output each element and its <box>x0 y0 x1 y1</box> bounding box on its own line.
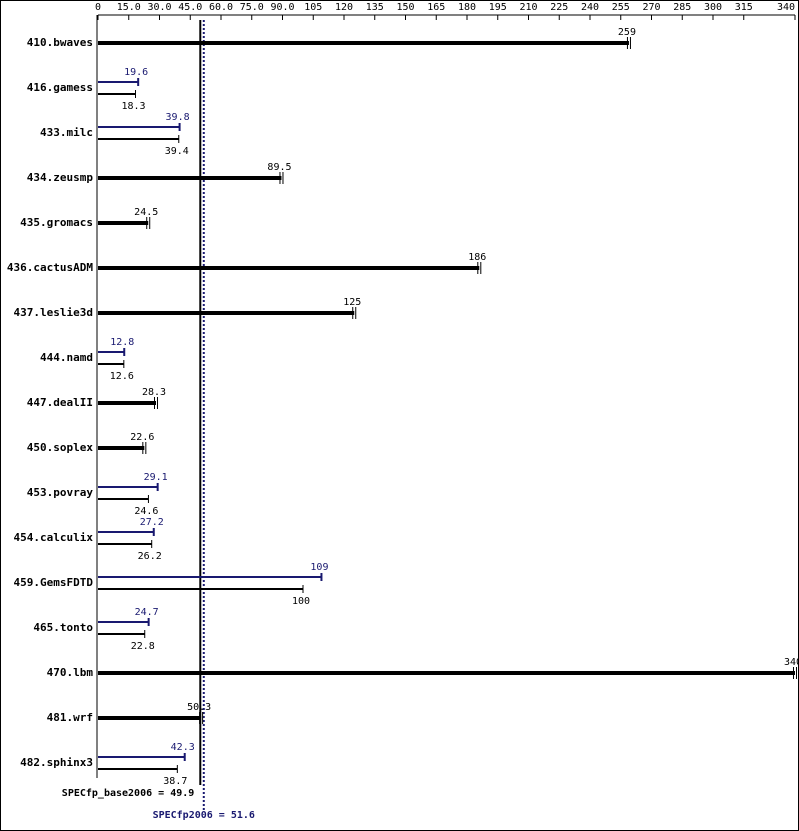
category-label: 444.namd <box>40 351 93 364</box>
x-tick-label: 270 <box>642 2 660 13</box>
category-label: 447.dealII <box>27 396 93 409</box>
x-tick-label: 300 <box>704 2 722 13</box>
value-label: 12.8 <box>110 337 134 348</box>
category-label: 410.bwaves <box>27 36 93 49</box>
value-label: 38.7 <box>163 776 187 787</box>
x-tick-label: 225 <box>550 2 568 13</box>
x-tick-label: 285 <box>673 2 691 13</box>
value-label: 22.6 <box>130 432 154 443</box>
x-tick-label: 45.0 <box>178 2 202 13</box>
x-tick-label: 180 <box>458 2 476 13</box>
x-tick-label: 120 <box>335 2 353 13</box>
x-tick-label: 210 <box>519 2 537 13</box>
x-tick-label: 240 <box>581 2 599 13</box>
value-label: 24.6 <box>134 506 158 517</box>
value-label: 50.3 <box>187 702 211 713</box>
value-label: 28.3 <box>142 387 166 398</box>
value-label: 22.8 <box>131 641 155 652</box>
value-label: 18.3 <box>121 101 145 112</box>
x-tick-label: 15.0 <box>117 2 141 13</box>
reference-label: SPECfp_base2006 = 49.9 <box>62 788 194 799</box>
x-tick-label: 30.0 <box>147 2 171 13</box>
value-label: 24.7 <box>135 607 159 618</box>
category-label: 459.GemsFDTD <box>14 576 94 589</box>
value-label: 109 <box>310 562 328 573</box>
x-tick-label: 195 <box>489 2 507 13</box>
value-label: 89.5 <box>267 162 291 173</box>
reference-label-text: SPECfp2006 = <box>153 810 225 821</box>
reference-value: 51.6 <box>231 810 255 821</box>
x-tick-label: 340 <box>777 2 795 13</box>
value-label: 29.1 <box>144 472 168 483</box>
x-tick-label: 165 <box>427 2 445 13</box>
value-label: 100 <box>292 596 310 607</box>
value-label: 27.2 <box>140 517 164 528</box>
value-label: 12.6 <box>110 371 134 382</box>
reference-label-text: SPECfp_base2006 = <box>62 788 164 799</box>
value-label: 24.5 <box>134 207 158 218</box>
x-tick-label: 150 <box>396 2 414 13</box>
x-tick-label: 315 <box>735 2 753 13</box>
value-label: 340 <box>784 657 799 668</box>
x-tick-label: 75.0 <box>240 2 264 13</box>
x-tick-label: 60.0 <box>209 2 233 13</box>
x-tick-label: 0 <box>95 2 101 13</box>
category-label: 453.povray <box>27 486 94 499</box>
category-label: 481.wrf <box>47 711 93 724</box>
category-label: 454.calculix <box>14 531 94 544</box>
x-tick-label: 255 <box>612 2 630 13</box>
category-label: 470.lbm <box>47 666 94 679</box>
category-label: 437.leslie3d <box>14 306 93 319</box>
category-label: 433.milc <box>40 126 93 139</box>
category-label: 434.zeusmp <box>27 171 94 184</box>
category-label: 416.gamess <box>27 81 93 94</box>
category-label: 435.gromacs <box>20 216 93 229</box>
value-label: 39.8 <box>166 112 190 123</box>
category-label: 482.sphinx3 <box>20 756 93 769</box>
x-tick-label: 135 <box>366 2 384 13</box>
category-label: 465.tonto <box>33 621 93 634</box>
value-label: 42.3 <box>171 742 195 753</box>
value-label: 186 <box>468 252 486 263</box>
x-tick-label: 90.0 <box>270 2 294 13</box>
value-label: 259 <box>618 27 636 38</box>
value-label: 26.2 <box>138 551 162 562</box>
value-label: 19.6 <box>124 67 148 78</box>
reference-value: 49.9 <box>170 788 194 799</box>
x-tick-label: 105 <box>304 2 322 13</box>
category-label: 436.cactusADM <box>7 261 93 274</box>
category-label: 450.soplex <box>27 441 94 454</box>
value-label: 39.4 <box>165 146 189 157</box>
reference-label: SPECfp2006 = 51.6 <box>153 810 255 821</box>
value-label: 125 <box>343 297 361 308</box>
